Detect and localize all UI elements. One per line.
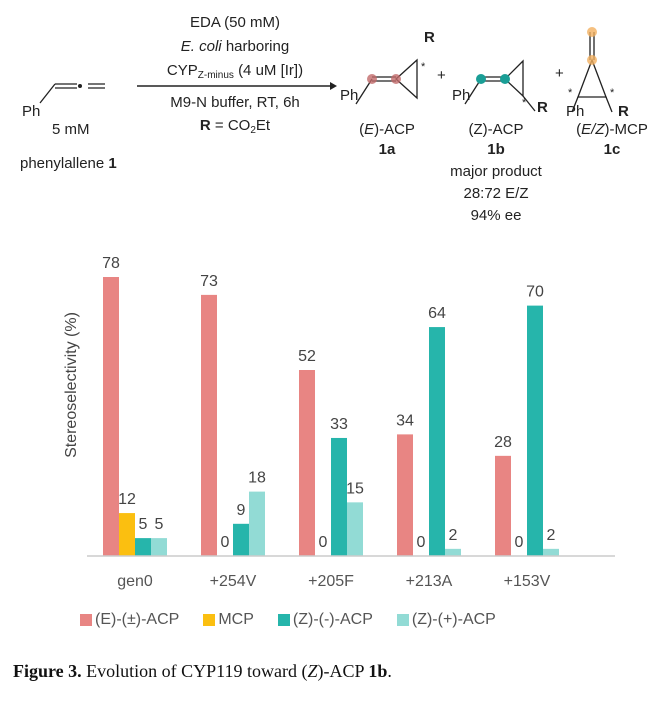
stereocenter-star: * <box>610 87 615 99</box>
legend-swatch <box>80 614 92 626</box>
condition-catalyst: CYPZ-minus (4 uM [Ir]) <box>166 62 304 81</box>
bar <box>397 434 413 556</box>
figure-caption: Figure 3. Evolution of CYP119 toward (Z)… <box>13 661 392 681</box>
product-1b-r: R <box>537 99 548 116</box>
bar <box>249 491 265 556</box>
data-label: 70 <box>526 284 544 301</box>
condition-buffer: M9-N buffer, RT, 6h <box>170 94 300 111</box>
legend-label: MCP <box>218 611 254 628</box>
data-label: 0 <box>319 534 328 551</box>
product-1a-r: R <box>424 29 435 46</box>
bar <box>299 370 315 556</box>
atom-highlight-1b <box>476 74 486 84</box>
product-1b-label: (Z)-ACP <box>468 121 524 138</box>
data-label: 33 <box>330 416 348 433</box>
product-1c-label: (E/Z)-MCP <box>576 121 648 138</box>
data-label: 2 <box>547 527 556 544</box>
legend-label: (E)-(±)-ACP <box>95 611 180 628</box>
bar <box>331 437 347 556</box>
atom-highlight-1c <box>587 27 597 37</box>
legend-label: (Z)-(-)-ACP <box>292 611 373 628</box>
data-label: 78 <box>102 255 120 272</box>
legend-label: (Z)-(+)-ACP <box>411 611 496 628</box>
data-label: 64 <box>428 305 446 322</box>
condition-r-group: R = CO2Et <box>199 117 271 136</box>
data-label: 15 <box>346 480 364 497</box>
atom-highlight-1b <box>500 74 510 84</box>
data-label: 18 <box>248 470 266 487</box>
data-label: 0 <box>515 534 524 551</box>
product-1b-ph: Ph <box>452 87 471 104</box>
reactant-ph: Ph <box>22 103 41 120</box>
bar <box>103 277 119 556</box>
reactant-name: phenylallene 1 <box>20 155 117 172</box>
product-1c-ph: Ph <box>566 103 585 120</box>
legend-item-z-plus-acp: (Z)-(+)-ACP <box>396 611 496 629</box>
reaction-scheme-drawing <box>39 27 613 113</box>
bar <box>429 327 445 556</box>
data-label: 52 <box>298 348 316 365</box>
atom-highlight-1a <box>391 74 401 84</box>
bar <box>495 455 511 556</box>
stereocenter-star: * <box>568 87 573 99</box>
data-label: 28 <box>494 434 512 451</box>
bar <box>527 305 543 556</box>
y-axis-label: Stereoselectivity (%) <box>63 312 80 458</box>
reactant-concentration: 5 mM <box>52 121 90 138</box>
x-tick-label: +254V <box>210 573 257 590</box>
product-1b-note: major product <box>450 163 542 180</box>
plus-sign: + <box>555 65 564 82</box>
x-tick-label: +153V <box>504 573 551 590</box>
bar <box>135 538 151 556</box>
bar <box>543 548 559 556</box>
data-label: 12 <box>118 491 136 508</box>
legend-swatch <box>277 614 290 626</box>
condition-host: E. coli harboring <box>180 38 290 55</box>
product-1a-number: 1a <box>378 141 396 158</box>
product-1b-number: 1b <box>487 141 505 158</box>
stereocenter-star: * <box>421 61 426 73</box>
x-tick-label: +205F <box>308 573 354 590</box>
data-label: 0 <box>221 534 230 551</box>
legend-item-e-acp: (E)-(±)-ACP <box>80 611 179 629</box>
product-1a-ph: Ph <box>340 87 359 104</box>
bar <box>445 548 461 556</box>
product-1a-label: (E)-ACP <box>359 121 415 138</box>
bar <box>119 513 135 556</box>
data-label: 9 <box>237 502 246 519</box>
legend-swatch <box>203 614 216 626</box>
x-tick-label: +213A <box>406 573 453 590</box>
plus-sign: + <box>437 67 446 84</box>
atom-highlight-1a <box>367 74 377 84</box>
atom-highlight-1c <box>587 55 597 65</box>
x-tick-label: gen0 <box>117 573 153 590</box>
data-label: 5 <box>139 516 148 533</box>
product-1c-r: R <box>618 103 629 120</box>
bar <box>151 538 167 556</box>
data-label: 34 <box>396 412 414 429</box>
data-label: 73 <box>200 273 218 290</box>
bar <box>201 294 217 556</box>
legend-item-mcp: MCP <box>203 611 254 629</box>
product-1b-ee: 94% ee <box>470 207 522 224</box>
condition-eda: EDA (50 mM) <box>189 14 281 31</box>
bar <box>347 502 363 556</box>
data-label: 5 <box>155 516 164 533</box>
data-label: 2 <box>449 527 458 544</box>
legend: (E)-(±)-ACP MCP (Z)-(-)-ACP (Z)-(+)-ACP <box>80 611 496 629</box>
legend-item-z-minus-acp: (Z)-(-)-ACP <box>277 611 373 629</box>
legend-swatch <box>396 614 409 626</box>
data-label: 0 <box>417 534 426 551</box>
product-1c-number: 1c <box>603 141 621 158</box>
stereocenter-star: * <box>522 97 527 109</box>
product-1b-ratio: 28:72 E/Z <box>463 185 529 202</box>
bar <box>233 523 249 556</box>
